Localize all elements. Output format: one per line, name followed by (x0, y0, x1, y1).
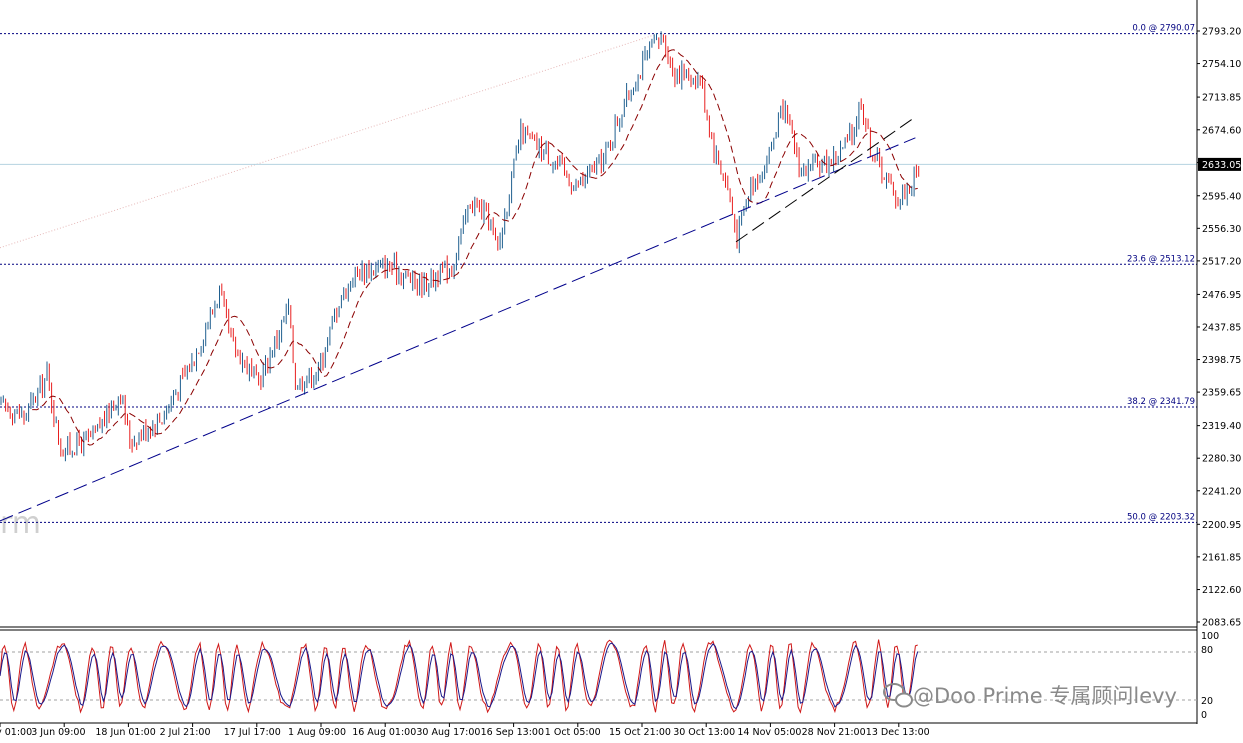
price-tick-label: 2319.40 (1202, 421, 1241, 432)
time-tick-label: 18 Jun 01:00 (95, 727, 155, 738)
time-tick-label: 3 Jun 09:00 (31, 727, 85, 738)
price-axis-ticks: 2793.202754.102713.852674.602635.352595.… (1197, 27, 1241, 629)
current-price-box (1198, 157, 1241, 171)
stochastic-tick-80: 80 (1201, 645, 1213, 656)
time-tick-label: 21 May 01:00 (0, 727, 32, 738)
time-tick-label: 1 Aug 09:00 (288, 727, 346, 738)
candlesticks (0, 31, 920, 462)
watermark: @Doo Prime 专属顾问levy (883, 683, 1177, 708)
time-tick-label: 15 Oct 21:00 (609, 727, 671, 738)
watermark-corner-mark: rm (0, 506, 41, 541)
trend-line (0, 137, 916, 522)
price-tick-label: 2754.10 (1202, 59, 1241, 70)
stochastic-oscillator: 100 80 20 0 (0, 631, 1219, 721)
fib-label-23-6: 23.6 @ 2513.12 (1127, 254, 1195, 264)
axes-frame (0, 0, 1198, 724)
time-tick-label: 28 Nov 21:00 (802, 727, 866, 738)
price-tick-label: 2674.60 (1202, 125, 1241, 136)
time-tick-label: 14 Nov 05:00 (737, 727, 801, 738)
current-price-badge: 2633.05 (1198, 157, 1241, 171)
watermark-text: @Doo Prime 专属顾问levy (913, 684, 1177, 708)
moving-average-line (32, 49, 918, 446)
time-tick-label: 13 Dec 13:00 (866, 727, 930, 738)
price-tick-label: 2359.65 (1202, 388, 1241, 399)
time-tick-label: 16 Sep 13:00 (481, 727, 544, 738)
stochastic-tick-100: 100 (1201, 631, 1219, 642)
time-tick-label: 17 Jul 17:00 (224, 727, 281, 738)
stochastic-tick-20: 20 (1201, 696, 1213, 707)
stochastic-signal-line (0, 642, 919, 710)
time-tick-label: 30 Aug 17:00 (416, 727, 480, 738)
time-tick-label: 1 Oct 05:00 (545, 727, 601, 738)
trend-line (735, 116, 916, 243)
trend-lines (0, 116, 916, 522)
price-tick-label: 2476.95 (1202, 290, 1241, 301)
stochastic-tick-0: 0 (1201, 710, 1207, 721)
time-tick-label: 30 Oct 13:00 (673, 727, 735, 738)
fibonacci-connector-line (0, 34, 656, 249)
price-tick-label: 2713.85 (1202, 93, 1241, 104)
fib-label-50: 50.0 @ 2203.32 (1127, 512, 1195, 522)
price-tick-label: 2556.30 (1202, 224, 1241, 235)
time-tick-label: 16 Aug 01:00 (352, 727, 416, 738)
fibonacci-levels: 0.0 @ 2790.07 23.6 @ 2513.12 38.2 @ 2341… (0, 24, 1197, 523)
price-tick-label: 2517.20 (1202, 256, 1241, 267)
price-tick-label: 2241.20 (1202, 486, 1241, 497)
price-tick-label: 2200.95 (1202, 520, 1241, 531)
wechat-logo-icon (883, 683, 913, 708)
price-tick-label: 2793.20 (1202, 27, 1241, 38)
current-price-label: 2633.05 (1202, 160, 1241, 171)
price-tick-label: 2122.60 (1202, 585, 1241, 596)
price-tick-label: 2398.75 (1202, 355, 1241, 366)
time-tick-label: 2 Jul 21:00 (160, 727, 211, 738)
stochastic-main-line (0, 639, 918, 714)
price-tick-label: 2280.30 (1202, 454, 1241, 465)
time-axis-ticks: 21 May 01:003 Jun 09:00 18 Jun 01:00 2 Jul… (0, 723, 930, 738)
fib-label-38-2: 38.2 @ 2341.79 (1127, 397, 1195, 407)
price-tick-label: 2595.40 (1202, 191, 1241, 202)
price-tick-label: 2437.85 (1202, 322, 1241, 333)
price-tick-label: 2083.65 (1202, 618, 1241, 629)
price-tick-label: 2161.85 (1202, 552, 1241, 563)
fib-label-0: 0.0 @ 2790.07 (1132, 24, 1195, 34)
